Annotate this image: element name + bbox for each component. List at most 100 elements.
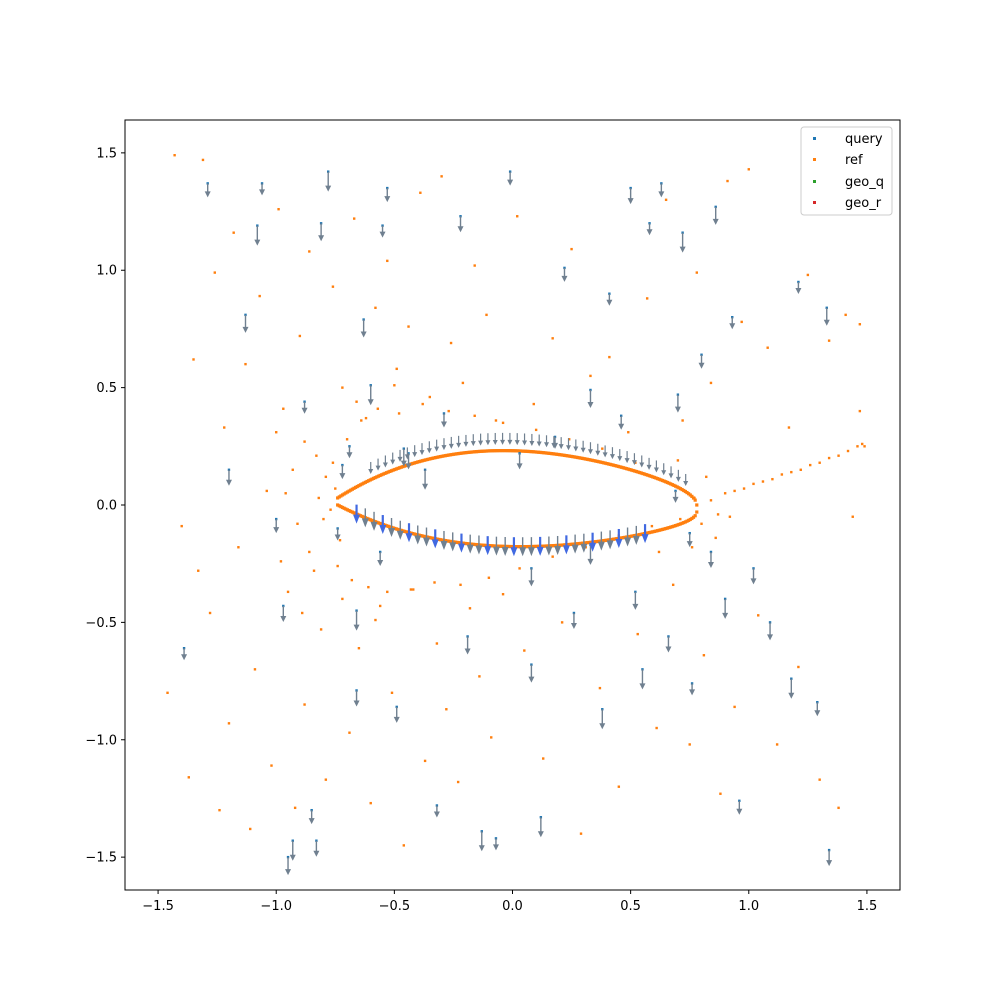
ref-point: [485, 313, 488, 317]
ref-point: [709, 499, 713, 502]
y-tick-label: −1.0: [85, 733, 117, 748]
ref-point: [551, 555, 554, 558]
ref-outline-point: [391, 526, 395, 530]
ref-outline-point: [438, 538, 443, 542]
ref-outline-point: [398, 466, 402, 470]
ref-outline-point: [528, 544, 532, 549]
ref-outline-point: [541, 544, 545, 548]
ref-outline-point: [496, 449, 500, 453]
ref-point: [279, 560, 283, 563]
ref-outline-point: [595, 539, 599, 544]
ref-outline-point: [607, 538, 611, 542]
vector-arrow-head: [632, 603, 639, 610]
ref-outline-point: [675, 523, 679, 527]
ref-outline-point: [677, 522, 681, 527]
ref-outline-point: [584, 541, 588, 545]
ref-outline-point: [593, 540, 598, 544]
ref-outline-point: [660, 527, 665, 532]
ref-outline-point: [644, 473, 648, 477]
ref-outline-point: [476, 449, 480, 454]
ref-outline-point: [422, 458, 426, 462]
ref-point: [714, 536, 717, 540]
ref-outline-point: [562, 453, 567, 457]
ref-point: [265, 489, 268, 493]
ref-outline-point: [602, 539, 606, 543]
ref-outline-point: [525, 449, 529, 453]
vector-arrow-head: [254, 239, 261, 246]
ref-point: [341, 386, 344, 389]
ref-outline-point: [536, 544, 541, 548]
ref-point: [345, 438, 349, 441]
ref-outline-point: [678, 487, 683, 491]
ref-outline-point: [502, 449, 506, 453]
ref-outline-point: [468, 450, 472, 454]
ref-point: [232, 231, 235, 234]
ref-outline-point: [458, 541, 462, 545]
ref-point: [601, 447, 604, 450]
ref-outline-point: [385, 524, 389, 528]
surface-arrow-head: [522, 440, 528, 446]
ref-point: [412, 588, 415, 591]
ref-point: [192, 358, 195, 361]
surface-arrow-head: [646, 464, 652, 470]
ref-outline-point: [435, 537, 439, 541]
ref-point: [705, 475, 708, 479]
ref-outline-point: [402, 464, 407, 468]
ref-outline-point: [533, 450, 537, 454]
ref-point: [473, 414, 476, 417]
ref-point: [364, 416, 368, 420]
surface-arrow-head: [485, 440, 491, 446]
ref-point: [664, 198, 668, 202]
ref-outline-point: [411, 461, 415, 466]
ref-point: [752, 482, 755, 486]
ref-point: [317, 496, 320, 500]
y-tick-label: −1.5: [85, 851, 117, 866]
ref-outline-point: [420, 534, 425, 538]
ref-outline-point: [354, 485, 358, 490]
ref-point: [657, 550, 661, 554]
ref-outline-point: [626, 467, 630, 471]
ref-point: [329, 508, 332, 511]
vector-arrow-head: [587, 401, 594, 408]
ref-point: [348, 731, 351, 734]
ref-point: [421, 402, 424, 406]
ref-outline-point: [376, 521, 381, 525]
ref-outline-point: [558, 453, 562, 457]
vector-arrow-head: [478, 845, 485, 852]
vector-arrow-head: [689, 689, 696, 696]
ref-outline-point: [649, 474, 653, 478]
ref-outline-point: [484, 449, 488, 453]
ref-outline-point: [350, 510, 354, 514]
ref-point: [456, 780, 460, 784]
ref-point: [409, 588, 413, 591]
ref-outline-point: [512, 449, 516, 453]
ref-point: [334, 487, 337, 490]
ref-point: [419, 191, 422, 194]
ref-outline-point: [535, 450, 539, 454]
ref-outline-point: [672, 524, 676, 528]
ref-point: [747, 168, 750, 171]
ref-outline-point: [340, 505, 345, 510]
ref-outline-point: [605, 538, 609, 542]
ref-outline-point: [662, 479, 666, 483]
surface-arrow-head: [606, 540, 614, 550]
ref-point: [771, 477, 774, 481]
ref-outline-point: [355, 484, 359, 489]
ref-point: [296, 522, 299, 525]
ref-point: [818, 461, 821, 464]
ref-outline-point: [368, 518, 372, 522]
ref-outline-point: [500, 449, 505, 453]
ref-outline-point: [478, 449, 482, 454]
ref-outline-point: [362, 515, 366, 519]
surface-arrow-head: [434, 446, 440, 452]
vector-arrows: [181, 171, 833, 876]
ref-outline-point: [414, 532, 418, 537]
ref-point: [301, 611, 304, 615]
y-axis-ticks: −1.5 −1.0 −0.5 0.0 0.5 1.0 1.5: [85, 146, 125, 866]
ref-point: [742, 487, 746, 490]
ref-outline-point: [437, 455, 441, 459]
ref-outline-point: [590, 458, 594, 462]
ref-outline-point: [391, 468, 395, 472]
legend-label-geo_r: geo_r: [845, 196, 882, 211]
ref-point: [473, 264, 476, 267]
